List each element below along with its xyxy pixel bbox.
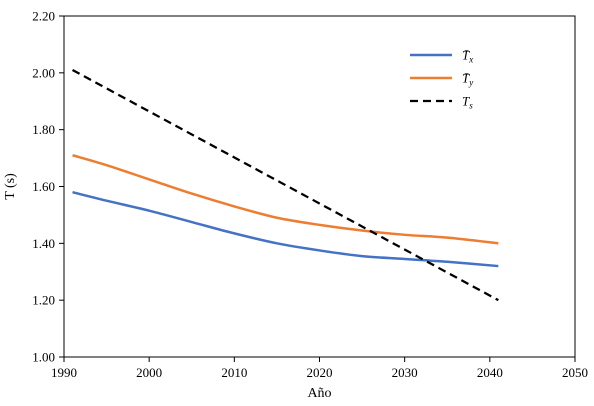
x-tick-label: 2040 [477, 365, 503, 380]
legend-label-x: T̄x [462, 48, 473, 65]
series-layer [71, 69, 499, 302]
legend-label-subscript: x [468, 55, 473, 65]
y-tick-label: 1.20 [32, 293, 55, 308]
legend-label-subscript: y [468, 78, 473, 88]
y-tick-label: 1.40 [32, 236, 55, 251]
legend-label-base: T̄ [462, 48, 470, 63]
y-tick-label: 2.20 [32, 9, 55, 24]
y-axis-ticks: 1.00 1.20 1.40 1.60 1.80 2.00 2.20 [32, 9, 64, 365]
x-axis-title: Año [307, 386, 331, 401]
legend-label-subscript: s [469, 101, 473, 111]
x-tick-label: 2010 [221, 365, 247, 380]
x-tick-label: 2000 [136, 365, 162, 380]
y-tick-label: 2.00 [32, 65, 55, 80]
series-line-y [72, 154, 499, 245]
y-tick-label: 1.60 [32, 179, 55, 194]
x-axis-ticks: 1990 2000 2010 2020 2030 2040 2050 [51, 357, 588, 380]
series-line-s [71, 69, 499, 302]
legend-label-base: T [462, 94, 470, 109]
x-tick-label: 2020 [307, 365, 333, 380]
legend-label-s: Ts [462, 94, 473, 111]
y-axis-title: T (s) [3, 173, 18, 200]
y-tick-label: 1.80 [32, 122, 55, 137]
x-tick-label: 2030 [392, 365, 418, 380]
legend-label-y: T̄y [462, 71, 473, 88]
y-tick-label: 1.00 [32, 350, 55, 365]
x-tick-label: 2050 [562, 365, 588, 380]
series-line-x [72, 190, 499, 268]
legend: T̄xT̄yTs [410, 48, 473, 111]
x-tick-label: 1990 [51, 365, 77, 380]
legend-label-base: T̄ [462, 71, 470, 86]
